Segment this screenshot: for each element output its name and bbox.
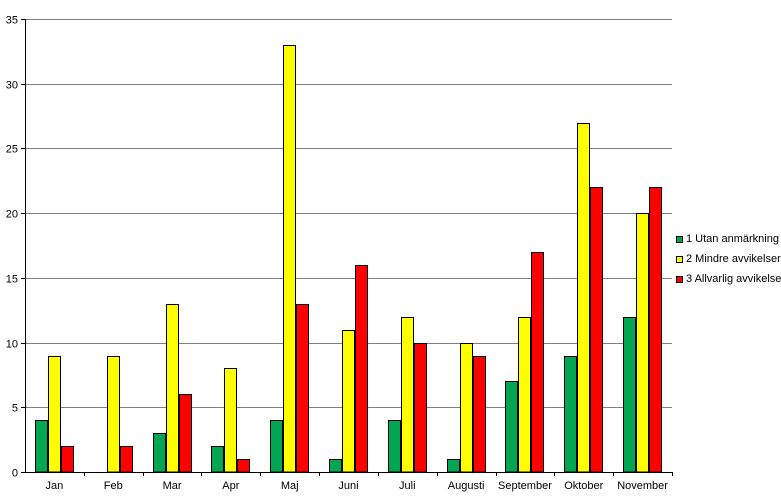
x-tick-label: Maj xyxy=(281,480,299,492)
legend-label: 3 Allvarlig avvikelse xyxy=(686,273,781,285)
x-tick-label: November xyxy=(617,480,668,492)
bar-2-augusti xyxy=(460,343,473,473)
bar-2-feb xyxy=(107,356,120,473)
x-tick-label: Oktober xyxy=(564,480,603,492)
x-tick-label: September xyxy=(498,480,552,492)
x-tick-label: Mar xyxy=(163,480,182,492)
x-tick-label: Apr xyxy=(222,480,239,492)
legend-swatch xyxy=(676,255,683,263)
bar-3-september xyxy=(531,252,544,473)
gridlines xyxy=(25,19,672,408)
bar-3-mar xyxy=(179,394,192,473)
bar-1-augusti xyxy=(447,459,460,473)
legend-swatch xyxy=(676,235,683,243)
y-tick-label: 10 xyxy=(6,339,18,351)
bar-3-jan xyxy=(61,446,74,473)
bar-1-oktober xyxy=(564,356,577,473)
legend-item-series-3: 3 Allvarlig avvikelse xyxy=(676,269,781,289)
bar-2-maj xyxy=(283,45,296,473)
y-tick-label: 35 xyxy=(6,15,18,27)
y-tick-label: 20 xyxy=(6,209,18,221)
y-axis-ticks: 0 5 10 15 20 25 30 35 xyxy=(6,15,25,480)
bar-1-maj xyxy=(270,420,283,473)
legend: 1 Utan anmärkning 2 Mindre avvikelser 3 … xyxy=(676,229,781,289)
bar-1-november xyxy=(623,317,636,473)
bar-2-mar xyxy=(166,304,179,473)
y-tick-label: 15 xyxy=(6,274,18,286)
bar-1-juni xyxy=(329,459,342,473)
bar-2-jan xyxy=(48,356,61,473)
bar-3-augusti xyxy=(473,356,486,473)
y-tick-label: 0 xyxy=(12,468,18,480)
bar-2-oktober xyxy=(577,123,590,473)
y-tick-label: 30 xyxy=(6,80,18,92)
x-tick-label: Juli xyxy=(399,480,416,492)
bar-2-november xyxy=(636,213,649,473)
y-tick-label: 5 xyxy=(12,403,18,415)
bar-2-apr xyxy=(224,368,237,473)
bar-1-apr xyxy=(211,446,224,473)
bars xyxy=(35,45,662,473)
bar-3-juli xyxy=(414,343,427,473)
bar-1-september xyxy=(505,381,518,473)
bar-3-maj xyxy=(296,304,309,473)
bar-1-juli xyxy=(388,420,401,473)
x-tick-label: Jan xyxy=(46,480,64,492)
x-axis-labels: Jan Feb Mar Apr Maj Juni Juli Augusti September O… xyxy=(46,472,673,492)
bar-3-feb xyxy=(120,446,133,473)
bar-1-mar xyxy=(153,433,166,473)
legend-label: 1 Utan anmärkning xyxy=(686,233,779,245)
x-tick-label: Augusti xyxy=(448,480,485,492)
x-tick-label: Feb xyxy=(104,480,123,492)
bar-3-november xyxy=(649,187,662,473)
bar-2-september xyxy=(518,317,531,473)
x-tick-label: Juni xyxy=(338,480,358,492)
legend-label: 2 Mindre avvikelser xyxy=(686,253,781,265)
bar-1-jan xyxy=(35,420,48,473)
legend-swatch xyxy=(676,275,683,283)
bar-2-juni xyxy=(342,330,355,473)
bar-2-juli xyxy=(401,317,414,473)
legend-item-series-2: 2 Mindre avvikelser xyxy=(676,249,781,269)
bar-3-oktober xyxy=(590,187,603,473)
bar-3-juni xyxy=(355,265,368,473)
bar-3-apr xyxy=(237,459,250,473)
y-tick-label: 25 xyxy=(6,144,18,156)
legend-item-series-1: 1 Utan anmärkning xyxy=(676,229,781,249)
